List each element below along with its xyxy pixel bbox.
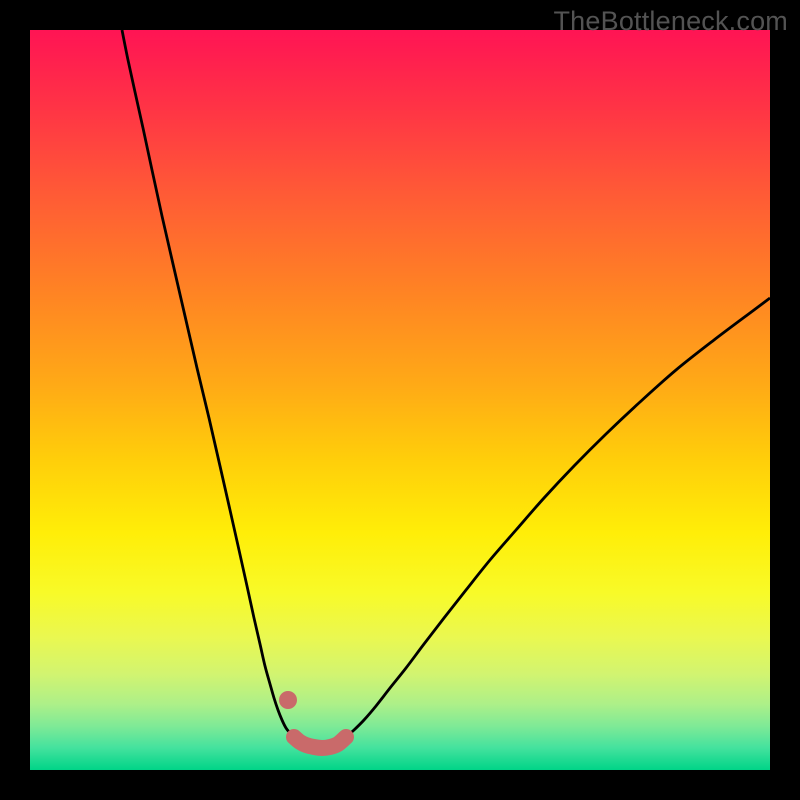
valley-path: [294, 737, 346, 748]
curves-svg: [30, 30, 770, 770]
curve-left: [122, 30, 294, 737]
valley-dot: [279, 691, 297, 709]
plot-area: [30, 30, 770, 770]
watermark-text: TheBottleneck.com: [553, 6, 788, 37]
curve-right: [346, 298, 770, 737]
